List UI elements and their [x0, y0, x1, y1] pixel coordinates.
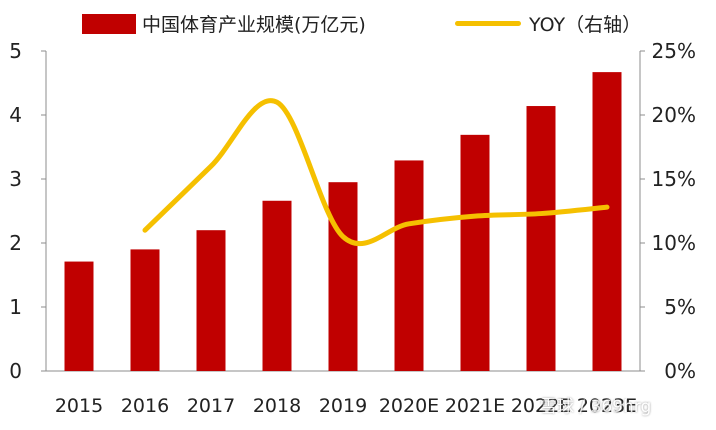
bar-2023E [592, 72, 622, 372]
x-tick-label: 2019 [319, 395, 367, 417]
bar-2019 [328, 182, 358, 371]
bar-2017 [196, 230, 226, 371]
y-left-tick-label: 0 [9, 359, 22, 383]
x-tick-label: 2016 [121, 395, 169, 417]
bar-2021E [460, 134, 490, 371]
legend-item-line-series: YOY（右轴） [455, 10, 641, 37]
legend-line-swatch [455, 21, 521, 26]
watermark-text: 雪球 / 369hrg [540, 397, 652, 417]
y-left-tick-label: 4 [9, 103, 22, 127]
x-tick-label: 2020E [379, 395, 439, 417]
yoy-line [142, 98, 610, 246]
legend-bar-label: 中国体育产业规模(万亿元) [142, 14, 366, 36]
y-right-tick-label: 10% [652, 231, 696, 255]
bar-2016 [130, 249, 160, 371]
x-tick-label: 2017 [187, 395, 235, 417]
x-tick-label: 2018 [253, 395, 301, 417]
bar-2022E [526, 106, 556, 371]
x-tick-label: 2022E [511, 395, 571, 417]
y-right-tick-label: 5% [664, 295, 696, 319]
bar-2015 [64, 261, 94, 371]
legend-line-label: YOY（右轴） [529, 14, 642, 36]
x-tick-label: 2015 [55, 395, 103, 417]
y-left-tick-label: 1 [9, 295, 22, 319]
y-left-tick-label: 5 [9, 39, 22, 63]
x-tick-label: 2023E [577, 395, 637, 417]
bar-2020E [394, 160, 424, 371]
x-tick-label: 2021E [445, 395, 505, 417]
y-left-tick-label: 2 [9, 231, 22, 255]
y-right-tick-label: 15% [652, 167, 696, 191]
legend-item-bar-series: 中国体育产业规模(万亿元) [82, 10, 366, 37]
bar-2018 [262, 200, 292, 371]
legend-bar-swatch [82, 13, 136, 34]
y-right-tick-label: 20% [652, 103, 696, 127]
y-right-tick-label: 0% [664, 359, 696, 383]
y-left-tick-label: 3 [9, 167, 22, 191]
chart-legend: 中国体育产业规模(万亿元) YOY（右轴） [0, 6, 716, 38]
y-right-tick-label: 25% [652, 39, 696, 63]
